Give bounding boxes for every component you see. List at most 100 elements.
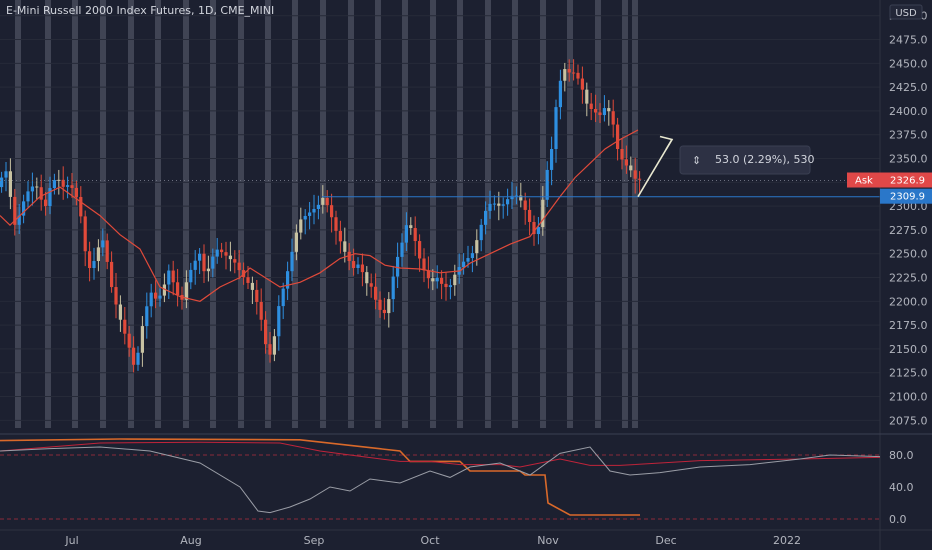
session-stripe-9 xyxy=(265,0,271,428)
session-stripe-0 xyxy=(15,0,21,428)
session-stripe-11 xyxy=(320,0,326,428)
candle xyxy=(585,82,589,117)
candle xyxy=(572,59,576,81)
session-stripe-14 xyxy=(402,0,408,428)
candle xyxy=(215,237,219,264)
indicator-axis-ticks: 80.0 40.0 0.0 xyxy=(889,449,914,526)
currency-badge: USD xyxy=(889,4,923,20)
session-stripe-4 xyxy=(128,0,134,428)
candle xyxy=(149,283,153,318)
candle xyxy=(44,192,48,216)
candle xyxy=(426,256,430,289)
session-stripe-12 xyxy=(348,0,354,428)
candle xyxy=(233,250,237,274)
price-tick-label: 2450.0 xyxy=(889,57,928,70)
candle xyxy=(193,250,197,285)
ask-value: 2326.9 xyxy=(890,176,925,187)
measure-text: 53.0 (2.29%), 530 xyxy=(715,153,815,166)
candle xyxy=(17,204,21,234)
candle xyxy=(268,331,272,363)
candle xyxy=(88,241,92,282)
indicator-line-red xyxy=(0,441,881,468)
indicator-line-gray xyxy=(0,446,881,514)
candle xyxy=(26,181,30,208)
candle xyxy=(391,265,395,313)
session-stripe-17 xyxy=(485,0,491,428)
session-stripe-15 xyxy=(430,0,436,428)
candle xyxy=(448,278,452,300)
session-stripe-1 xyxy=(45,0,51,428)
price-tick-label: 2400.0 xyxy=(889,105,928,118)
candle xyxy=(545,161,549,208)
candle xyxy=(30,172,34,206)
candle xyxy=(321,185,325,214)
candle xyxy=(202,244,206,283)
candle xyxy=(228,241,232,272)
candle xyxy=(206,255,210,282)
candle xyxy=(453,264,457,296)
candle xyxy=(79,186,83,224)
price-tick-label: 2425.0 xyxy=(889,81,928,94)
candle xyxy=(374,273,378,310)
candle xyxy=(435,265,439,289)
time-label-2022: 2022 xyxy=(773,534,801,547)
candle xyxy=(440,270,444,300)
candlestick-series xyxy=(0,59,642,373)
candle xyxy=(220,242,224,258)
candle xyxy=(365,266,369,296)
candle xyxy=(470,245,474,273)
current-price-value: 2309.9 xyxy=(890,192,925,203)
session-stripe-23 xyxy=(632,0,638,428)
candle xyxy=(338,220,342,254)
candle xyxy=(550,136,554,186)
session-stripes xyxy=(15,0,638,428)
session-stripe-3 xyxy=(100,0,106,428)
candle xyxy=(110,251,114,293)
candle xyxy=(123,306,127,345)
current-price-tag: 2309.9 xyxy=(880,188,932,204)
time-label-aug: Aug xyxy=(180,534,201,547)
session-stripe-18 xyxy=(512,0,518,428)
indicator-line-orange xyxy=(0,438,640,516)
candle xyxy=(444,272,448,301)
session-stripe-20 xyxy=(567,0,573,428)
candle xyxy=(334,210,338,245)
candle xyxy=(57,169,61,195)
candle xyxy=(369,273,373,298)
price-tick-label: 2150.0 xyxy=(889,343,928,356)
candle xyxy=(74,180,78,206)
candle xyxy=(250,276,254,304)
candle xyxy=(294,224,298,261)
candle xyxy=(492,195,496,211)
candle xyxy=(347,243,351,271)
candle xyxy=(70,172,74,198)
price-axis-panel[interactable] xyxy=(880,0,932,550)
candle xyxy=(308,201,312,230)
candle xyxy=(624,145,628,174)
candle xyxy=(633,157,637,194)
candle xyxy=(404,212,408,251)
candle xyxy=(413,216,417,256)
price-tick-label: 2250.0 xyxy=(889,248,928,261)
candle xyxy=(272,329,276,362)
candle xyxy=(105,233,109,270)
candle xyxy=(484,201,488,235)
ask-price-tag: Ask 2326.9 xyxy=(847,172,932,188)
measure-box[interactable]: ⇕ 53.0 (2.29%), 530 xyxy=(679,145,815,175)
indicator-tick-label: 0.0 xyxy=(889,513,907,526)
candle xyxy=(154,280,158,309)
candle xyxy=(264,311,268,354)
candle xyxy=(558,69,562,120)
candle xyxy=(580,66,584,104)
candle xyxy=(510,181,514,210)
candle xyxy=(488,190,492,219)
chart-title: E-Mini Russell 2000 Index Futures, 1D, C… xyxy=(6,4,275,17)
candle xyxy=(536,216,540,245)
candle xyxy=(39,174,43,211)
candle xyxy=(316,195,320,220)
time-axis[interactable]: Jul Aug Sep Oct Nov Dec 2022 xyxy=(64,534,801,547)
candle xyxy=(140,315,144,367)
measure-icon: ⇕ xyxy=(692,154,701,167)
candle xyxy=(352,248,356,276)
